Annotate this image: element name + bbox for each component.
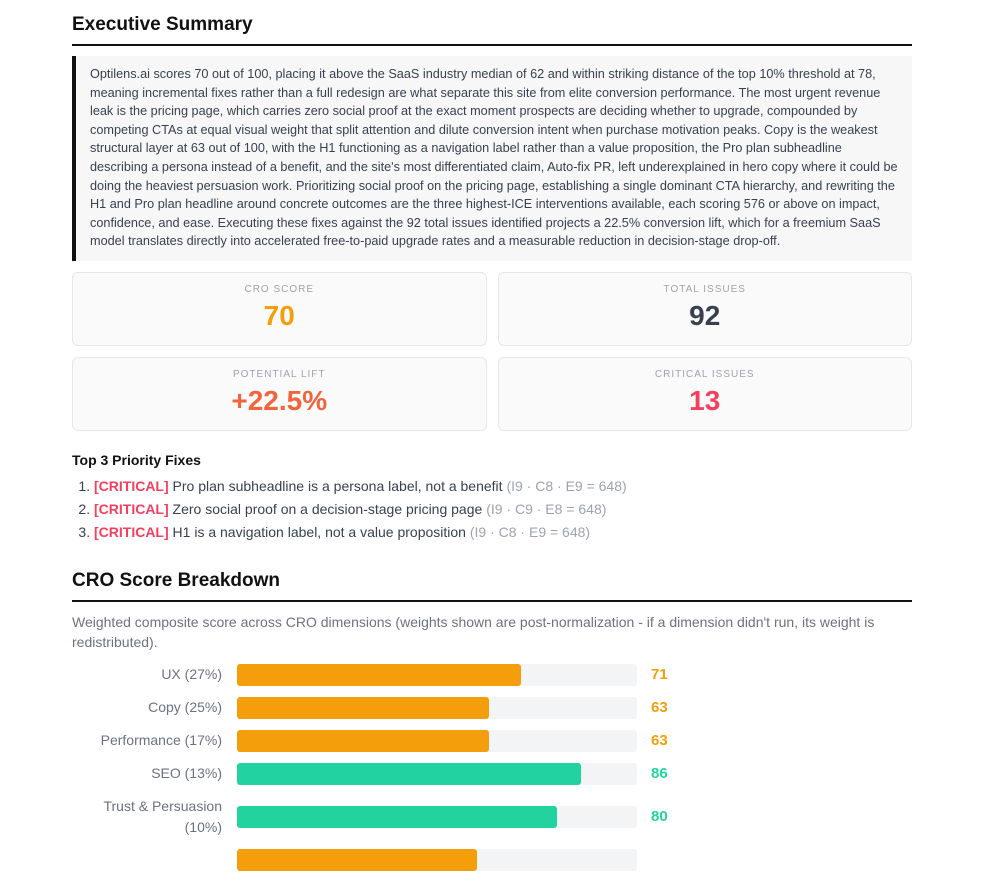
fix-text: H1 is a navigation label, not a value pr… [172, 523, 466, 540]
score-breakdown-heading: CRO Score Breakdown [72, 556, 912, 602]
score-bar-track [237, 663, 637, 686]
score-breakdown-description: Weighted composite score across CRO dime… [72, 613, 875, 650]
stat-value: 13 [689, 384, 721, 416]
ice-score: (I9 · C9 · E8 = 648) [486, 500, 607, 517]
stat-card-potential-lift: POTENTIAL LIFT +22.5% [72, 356, 487, 431]
dimension-label: Copy (25%) [148, 699, 222, 716]
dimension-score: 71 [651, 666, 668, 684]
stat-card-cro-score: CRO SCORE 70 [72, 271, 487, 346]
fix-text: Zero social proof on a decision-stage pr… [172, 500, 483, 517]
stat-value: +22.5% [231, 384, 328, 416]
stat-value: 70 [263, 299, 295, 331]
score-bar-fill [237, 696, 489, 719]
breakdown-row: UX (27%) 71 [72, 663, 912, 686]
score-breakdown-bars: UX (27%) 71 Copy (25%) 63 Performance (17%) 6… [72, 663, 912, 871]
score-bar-fill [237, 848, 477, 871]
dimension-score: 80 [651, 808, 668, 826]
priority-fix-item: [CRITICAL] H1 is a navigation label, not… [94, 521, 912, 544]
priority-fix-item: [CRITICAL] Zero social proof on a decisi… [94, 498, 912, 521]
score-bar-track [237, 729, 637, 752]
stat-label: CRITICAL ISSUES [654, 368, 755, 380]
breakdown-row [72, 848, 912, 871]
ice-score: (I9 · C8 · E9 = 648) [469, 523, 591, 540]
dimension-label: SEO (13%) [151, 765, 222, 782]
priority-fixes-list: [CRITICAL] Pro plan subheadline is a per… [72, 475, 912, 544]
stat-label: TOTAL ISSUES [663, 283, 746, 295]
breakdown-row: Copy (25%) 63 [72, 696, 912, 719]
severity-tag: [CRITICAL] [94, 500, 169, 517]
breakdown-row: Performance (17%) 63 [72, 729, 912, 752]
report-page: Executive Summary Optilens.ai scores 70 … [0, 0, 983, 871]
breakdown-row: Trust & Persuasion (10%) 80 [72, 796, 912, 838]
stat-label: CRO SCORE [244, 283, 315, 295]
severity-tag: [CRITICAL] [94, 523, 169, 540]
score-bar-fill [237, 663, 521, 686]
priority-fixes-heading: Top 3 Priority Fixes [72, 451, 201, 468]
dimension-score: 86 [651, 765, 668, 783]
score-bar-track [237, 696, 637, 719]
stat-card-total-issues: TOTAL ISSUES 92 [497, 271, 912, 346]
dimension-score: 63 [651, 699, 668, 717]
score-bar-fill [237, 762, 581, 785]
executive-summary-heading: Executive Summary [72, 0, 912, 46]
score-bar-track [237, 805, 637, 828]
stat-value: 92 [689, 299, 721, 331]
score-bar-fill [237, 729, 489, 752]
stat-label: POTENTIAL LIFT [232, 368, 326, 380]
dimension-label: UX (27%) [161, 666, 222, 683]
ice-score: (I9 · C8 · E9 = 648) [506, 477, 627, 494]
fix-text: Pro plan subheadline is a persona label,… [172, 477, 503, 494]
executive-summary-text: Optilens.ai scores 70 out of 100, placin… [72, 56, 912, 261]
score-bar-track [237, 848, 637, 871]
dimension-label: Trust & Persuasion (10%) [103, 797, 222, 835]
score-bar-track [237, 762, 637, 785]
score-bar-fill [237, 805, 557, 828]
priority-fix-item: [CRITICAL] Pro plan subheadline is a per… [94, 475, 912, 498]
breakdown-row: SEO (13%) 86 [72, 762, 912, 785]
dimension-label: Performance (17%) [100, 732, 222, 749]
stat-card-critical-issues: CRITICAL ISSUES 13 [497, 356, 912, 431]
stat-cards: CRO SCORE 70 TOTAL ISSUES 92 POTENTIAL L… [72, 271, 912, 431]
dimension-score: 63 [651, 732, 668, 750]
severity-tag: [CRITICAL] [94, 477, 169, 494]
